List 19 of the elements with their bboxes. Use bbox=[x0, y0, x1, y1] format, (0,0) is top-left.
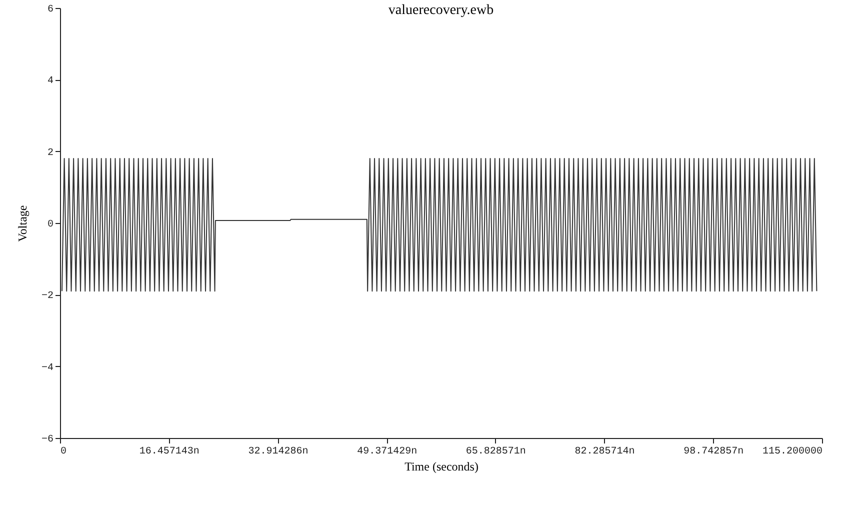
y-tick-label: −2 bbox=[41, 291, 54, 302]
x-tick-label: 98.742857n bbox=[684, 446, 744, 458]
y-tick-label: 6 bbox=[47, 4, 54, 16]
x-tick-label: 49.371429n bbox=[357, 446, 418, 458]
x-axis-title: Time (seconds) bbox=[404, 460, 478, 474]
x-tick-label: 65.828571n bbox=[466, 446, 526, 458]
y-tick-label: −4 bbox=[41, 362, 54, 374]
x-tick-label: 0 bbox=[60, 446, 67, 458]
y-tick-label: 4 bbox=[47, 76, 54, 88]
y-tick-label: 2 bbox=[47, 148, 54, 159]
y-axis-title: Voltage bbox=[16, 205, 30, 242]
y-tick-label: −6 bbox=[41, 434, 54, 446]
x-tick-label: 82.285714n bbox=[574, 446, 635, 458]
x-tick-label: 16.457143n bbox=[139, 446, 200, 458]
x-tick-label: 115.200000 bbox=[762, 446, 822, 458]
line-series bbox=[61, 158, 818, 292]
x-tick-label: 32.914286n bbox=[248, 446, 308, 458]
y-tick-label: 0 bbox=[47, 220, 54, 230]
chart-title: valuerecovery.ewb bbox=[388, 3, 494, 18]
